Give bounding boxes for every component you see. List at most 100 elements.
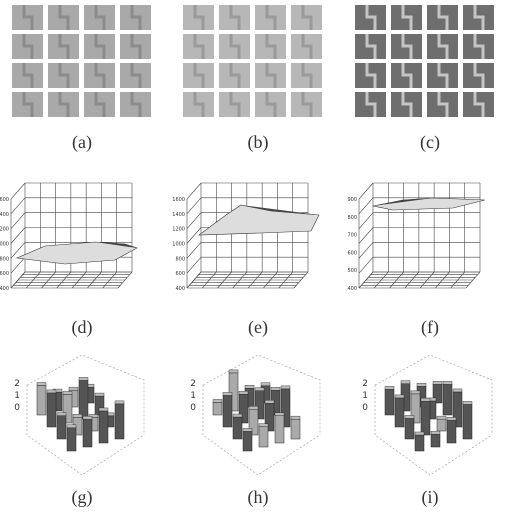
bar-3d bbox=[384, 389, 395, 416]
tick-label: 2 bbox=[190, 379, 196, 389]
tick-label: 700 bbox=[347, 233, 357, 239]
tile-edge bbox=[130, 34, 142, 59]
panel-caption: (i) bbox=[422, 487, 439, 508]
surface-dark bbox=[373, 198, 433, 206]
tile-edge bbox=[193, 92, 205, 117]
grid-line bbox=[358, 227, 374, 244]
tile-edge bbox=[22, 5, 34, 30]
surface bbox=[198, 204, 320, 236]
axis-frame bbox=[26, 354, 145, 435]
grid-line bbox=[358, 212, 374, 229]
grid-line bbox=[186, 227, 202, 244]
tick-label: 1600 bbox=[172, 197, 185, 203]
panel-caption: (a) bbox=[72, 132, 92, 153]
axis-frame bbox=[202, 354, 321, 435]
tile-edge bbox=[58, 63, 70, 88]
bar-3d-top bbox=[244, 385, 255, 389]
tile-edge bbox=[401, 92, 413, 117]
bar-3d bbox=[222, 395, 233, 428]
bar-3d-top bbox=[248, 406, 259, 410]
panel-caption: (g) bbox=[72, 487, 93, 508]
tile-edge bbox=[58, 92, 70, 117]
grid-line bbox=[358, 242, 374, 259]
panel-caption: (c) bbox=[420, 132, 440, 153]
grid-line bbox=[10, 242, 26, 259]
tile-edge bbox=[193, 5, 205, 30]
bar-3d-top bbox=[414, 431, 425, 436]
bar-3d-top bbox=[258, 423, 269, 427]
bar-3d-top bbox=[222, 392, 233, 396]
tick-label: 400 bbox=[347, 286, 357, 292]
tick-label: 400 bbox=[175, 286, 185, 292]
bar-3d-top bbox=[442, 381, 453, 385]
tick-label: 0 bbox=[362, 403, 368, 413]
panel-caption: (e) bbox=[248, 317, 268, 338]
bar-3d-top bbox=[280, 385, 291, 390]
bar-3d-top bbox=[394, 394, 405, 399]
bar-3d bbox=[274, 415, 285, 444]
bar-3d-top bbox=[462, 401, 473, 405]
panel-caption: (d) bbox=[72, 317, 93, 338]
bar-3d-top bbox=[62, 391, 73, 395]
tile-edge bbox=[265, 5, 277, 30]
axis-frame bbox=[374, 354, 493, 435]
tile-edge bbox=[22, 63, 34, 88]
tick-label: 600 bbox=[347, 250, 357, 256]
bar-3d bbox=[36, 385, 47, 416]
bar-3d-top bbox=[68, 386, 79, 391]
tile-edge bbox=[22, 34, 34, 59]
tile-edge bbox=[58, 34, 70, 59]
bar-3d-top bbox=[400, 380, 411, 384]
tick-label: 2 bbox=[14, 379, 20, 389]
tick-label: 1000 bbox=[172, 242, 185, 248]
tick-label: 900 bbox=[347, 197, 357, 203]
wireframe bbox=[186, 182, 309, 289]
bar-3d-top bbox=[232, 413, 243, 418]
bar-3d bbox=[114, 403, 125, 440]
tile-edge bbox=[473, 92, 485, 117]
tile-edge bbox=[130, 92, 142, 117]
bar-3d-top bbox=[430, 430, 441, 435]
tile-edge bbox=[365, 92, 377, 117]
bar-3d bbox=[212, 402, 223, 416]
tile-edge bbox=[193, 63, 205, 88]
tile-edge bbox=[193, 34, 205, 59]
tile-edge bbox=[437, 34, 449, 59]
bar-3d-top bbox=[82, 415, 93, 420]
tick-label: 600 bbox=[175, 271, 185, 277]
tile-edge bbox=[94, 63, 106, 88]
bar-3d bbox=[232, 416, 243, 440]
tile-edge bbox=[94, 5, 106, 30]
tick-label: 1 bbox=[14, 391, 20, 401]
tile-edge bbox=[401, 63, 413, 88]
tile-edge bbox=[365, 34, 377, 59]
bar-3d-top bbox=[432, 381, 443, 385]
grid-line bbox=[186, 197, 202, 215]
axes-3d bbox=[26, 354, 145, 476]
tile-edge bbox=[265, 34, 277, 59]
bar-3d-top bbox=[254, 387, 265, 391]
bar-3d-top bbox=[114, 400, 125, 405]
grid-line bbox=[358, 256, 374, 274]
bar-3d-top bbox=[264, 400, 275, 404]
bar-3d-top bbox=[36, 382, 47, 386]
bar-3d bbox=[258, 426, 269, 448]
tile-edge bbox=[473, 5, 485, 30]
bar-3d bbox=[404, 418, 415, 440]
grid-line bbox=[10, 227, 26, 244]
tile-edge bbox=[437, 92, 449, 117]
bar-3d-top bbox=[274, 412, 285, 416]
bar-3d-top bbox=[72, 414, 83, 418]
bar-3d bbox=[56, 415, 67, 440]
bar-3d-top bbox=[228, 369, 239, 374]
tick-label: 0 bbox=[190, 403, 196, 413]
tick-label: 1000 bbox=[0, 242, 9, 248]
bar-3d-top bbox=[270, 387, 281, 391]
bar-3d bbox=[430, 433, 441, 448]
tile-edge bbox=[229, 34, 241, 59]
bar-3d-top bbox=[436, 415, 447, 420]
bar-3d-top bbox=[420, 397, 431, 402]
tick-label: 1200 bbox=[172, 227, 185, 233]
bar-3d-top bbox=[416, 383, 427, 387]
grid-line bbox=[10, 256, 26, 274]
